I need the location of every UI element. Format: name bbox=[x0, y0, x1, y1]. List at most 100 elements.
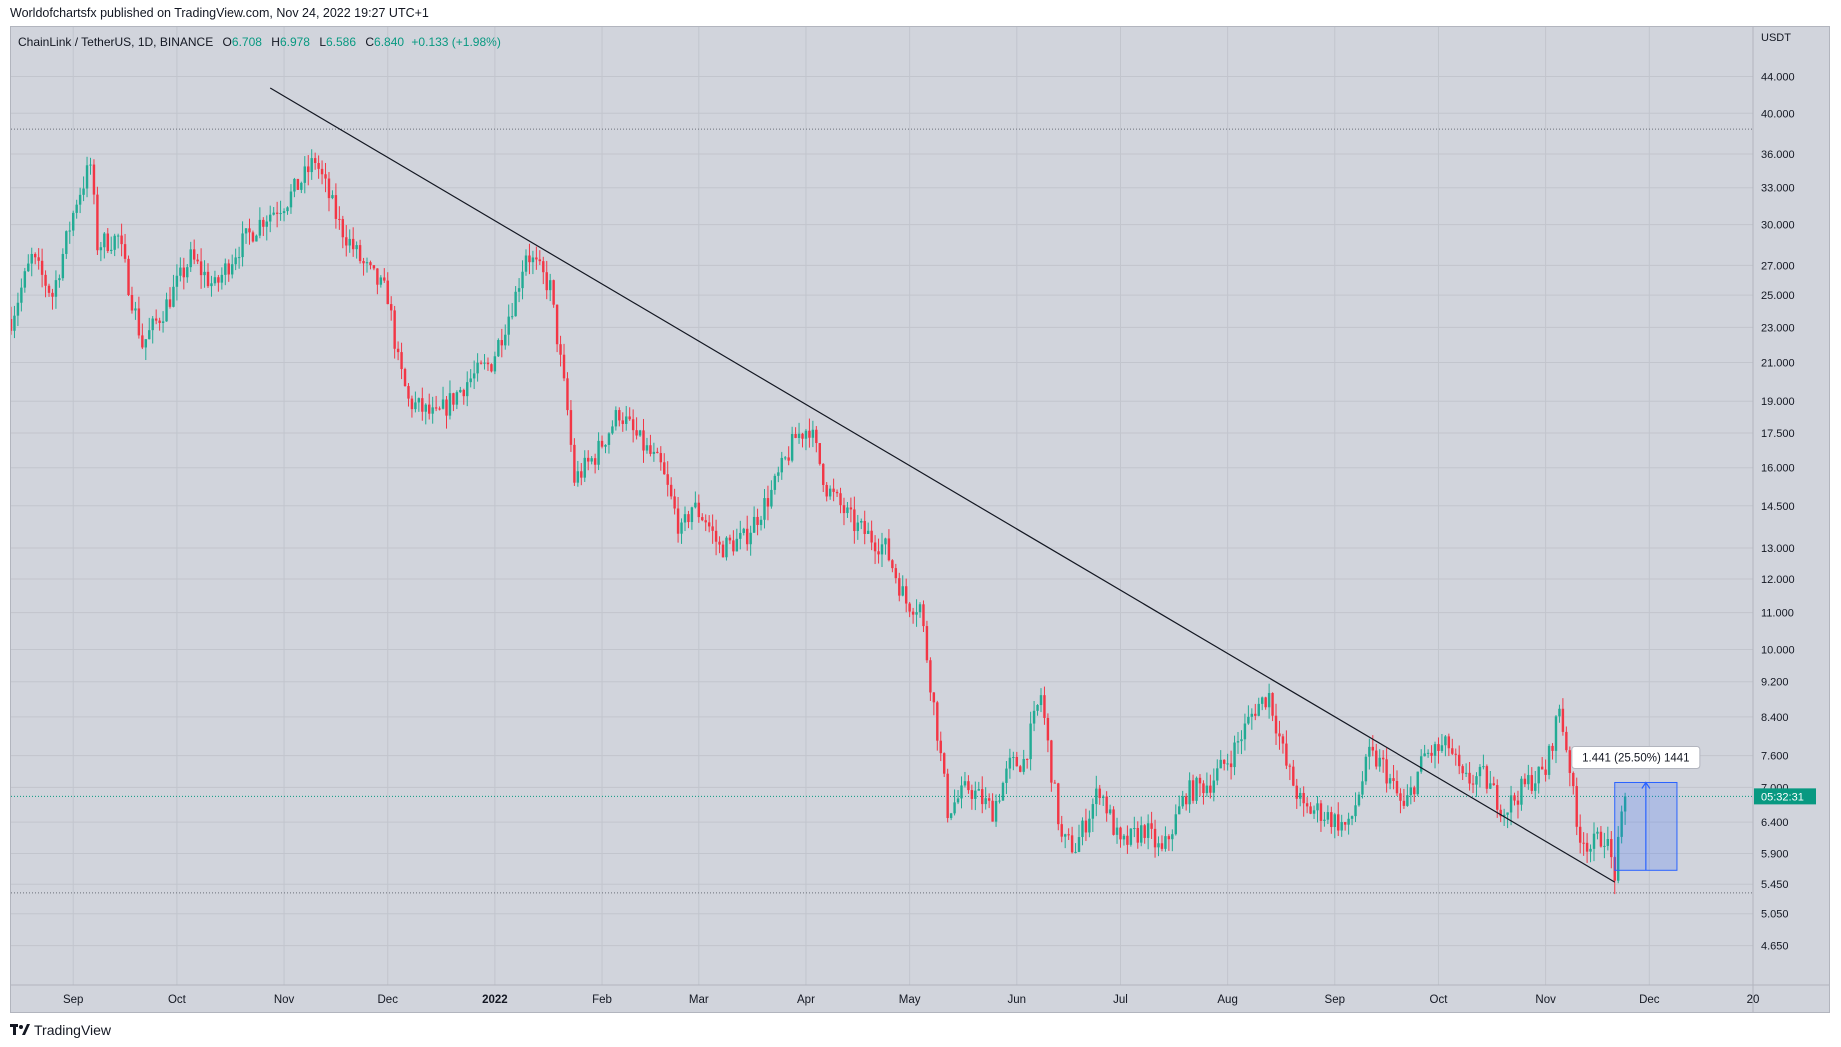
candle-up bbox=[1326, 812, 1330, 820]
candle-down bbox=[452, 393, 455, 405]
candle-up bbox=[300, 182, 303, 190]
candle-up bbox=[1554, 716, 1558, 751]
candle-up bbox=[189, 249, 192, 268]
candle-up bbox=[984, 798, 987, 805]
candle-down bbox=[1184, 796, 1188, 805]
candle-up bbox=[72, 212, 75, 231]
candle-up bbox=[797, 433, 801, 438]
candle-up bbox=[65, 231, 68, 254]
candle-up bbox=[448, 393, 452, 416]
candle-up bbox=[652, 451, 656, 454]
candle-up bbox=[604, 444, 607, 447]
candle-up bbox=[1509, 795, 1513, 813]
candle-up bbox=[994, 800, 998, 822]
candle-up bbox=[790, 434, 794, 461]
candle-up bbox=[1489, 783, 1492, 789]
y-tick-label: 8.400 bbox=[1761, 712, 1789, 724]
candle-up bbox=[507, 316, 510, 335]
candle-down bbox=[714, 530, 718, 542]
candle-up bbox=[1157, 843, 1160, 848]
candle-down bbox=[631, 419, 635, 431]
candle-down bbox=[849, 507, 853, 510]
candle-down bbox=[673, 496, 676, 509]
candle-down bbox=[1585, 842, 1589, 852]
candle-down bbox=[1288, 765, 1292, 767]
candle-up bbox=[683, 514, 687, 523]
candle-up bbox=[953, 802, 956, 814]
candle-down bbox=[1399, 793, 1402, 801]
candle-down bbox=[669, 484, 673, 497]
candle-down bbox=[1285, 743, 1288, 766]
candle-up bbox=[1088, 818, 1091, 833]
candle-down bbox=[1050, 740, 1053, 783]
candle-up bbox=[1091, 804, 1095, 819]
price-chart[interactable]: 1.441 (25.50%) 1441 USDT 44.000 40.000 36.00… bbox=[11, 27, 1829, 1012]
candle-down bbox=[1402, 800, 1406, 806]
candle-up bbox=[1181, 796, 1184, 807]
candle-up bbox=[625, 416, 628, 424]
candle-down bbox=[1043, 695, 1046, 718]
candle-down bbox=[217, 277, 220, 283]
candle-up bbox=[725, 537, 728, 558]
legend-change: +0.133 (+1.98%) bbox=[411, 35, 501, 49]
candle-down bbox=[894, 568, 898, 579]
candle-up bbox=[998, 800, 1001, 802]
candle-up bbox=[770, 489, 773, 507]
candle-down bbox=[766, 498, 770, 507]
candle-down bbox=[925, 626, 929, 661]
candle-up bbox=[763, 498, 766, 520]
candle-down bbox=[1057, 783, 1060, 825]
candle-down bbox=[410, 398, 414, 410]
candle-up bbox=[1005, 768, 1008, 783]
candle-up bbox=[1178, 806, 1181, 815]
candle-down bbox=[1305, 803, 1309, 807]
candle-down bbox=[403, 369, 407, 387]
candle-down bbox=[1447, 736, 1451, 749]
candle-up bbox=[694, 502, 697, 508]
x-tick-label: Nov bbox=[274, 994, 295, 1006]
candle-down bbox=[718, 541, 721, 545]
candle-up bbox=[1316, 803, 1319, 811]
candle-down bbox=[666, 474, 669, 485]
candle-down bbox=[307, 166, 310, 173]
candle-down bbox=[756, 516, 759, 525]
candle-down bbox=[1575, 786, 1578, 827]
candle-down bbox=[1540, 766, 1544, 770]
candle-up bbox=[1419, 756, 1423, 772]
candle-down bbox=[345, 237, 348, 246]
tradingview-footer[interactable]: TradingView bbox=[10, 1022, 111, 1038]
candle-down bbox=[642, 430, 645, 451]
candle-down bbox=[490, 364, 493, 372]
candle-down bbox=[1070, 835, 1074, 853]
candle-up bbox=[1603, 845, 1606, 847]
legend-close-label: C bbox=[365, 35, 375, 49]
candle-down bbox=[168, 299, 172, 307]
candle-up bbox=[1478, 766, 1482, 777]
candle-up bbox=[134, 308, 137, 311]
x-tick-label: Jun bbox=[1008, 994, 1027, 1006]
candle-up bbox=[1357, 794, 1361, 806]
candle-up bbox=[583, 457, 586, 478]
candle-down bbox=[1302, 792, 1305, 804]
candle-down bbox=[428, 404, 431, 414]
candle-down bbox=[1381, 757, 1385, 760]
candle-up bbox=[1001, 782, 1005, 801]
candle-down bbox=[92, 164, 96, 195]
candle-down bbox=[1053, 782, 1057, 784]
chart-frame[interactable]: 1.441 (25.50%) 1441 USDT 44.000 40.000 36.00… bbox=[10, 26, 1830, 1013]
candle-down bbox=[251, 232, 255, 242]
candle-down bbox=[1292, 766, 1295, 786]
candle-up bbox=[614, 410, 618, 427]
candle-down bbox=[1278, 733, 1281, 737]
candle-up bbox=[1364, 756, 1368, 782]
candle-up bbox=[1039, 695, 1043, 706]
candle-down bbox=[1167, 836, 1171, 840]
candle-down bbox=[37, 257, 40, 261]
candle-up bbox=[1036, 705, 1039, 711]
candle-down bbox=[1281, 736, 1285, 744]
candle-down bbox=[1222, 759, 1226, 764]
candle-up bbox=[258, 219, 262, 236]
candle-up bbox=[1406, 795, 1409, 806]
legend-open-label: O bbox=[222, 35, 232, 49]
candle-down bbox=[663, 462, 666, 475]
